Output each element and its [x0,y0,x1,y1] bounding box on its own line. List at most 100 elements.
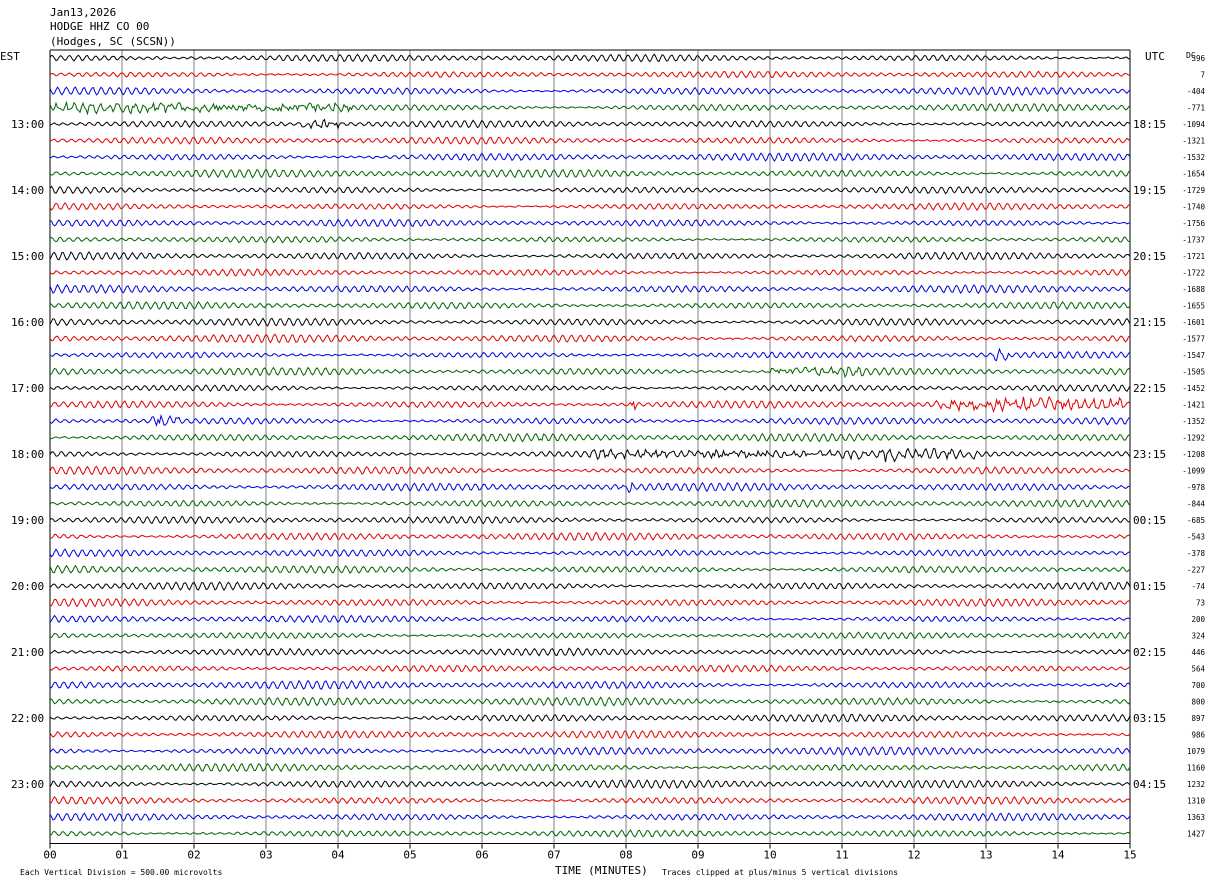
dc-offset-label: 897 [1191,714,1205,723]
dc-offset-label: -1208 [1182,450,1205,459]
trace-line [49,383,1131,393]
right-hour-label: 23:15 [1133,448,1166,461]
x-tick-label: 14 [1051,849,1065,862]
dc-offset-label: -1352 [1182,417,1205,426]
x-axis-title: TIME (MINUTES) [555,864,648,877]
dc-offset-label: -1601 [1182,318,1205,327]
dc-offset-label: 1363 [1187,813,1205,822]
trace-line [49,498,1131,509]
right-hour-label: 01:15 [1133,580,1166,593]
trace-line [49,283,1131,295]
time-grid [49,49,1131,849]
trace-line [49,730,1131,740]
trace-line [49,185,1131,195]
trace-line [49,432,1131,443]
dc-offset-label: -404 [1187,87,1206,96]
dc-offset-label: -1099 [1182,467,1205,476]
trace-line [49,251,1131,261]
x-tick-label: 02 [187,849,200,862]
trace-line [49,300,1131,310]
left-timezone-label: EST [0,50,20,63]
right-hour-label: 00:15 [1133,514,1166,527]
left-hour-label: 23:00 [11,778,44,791]
x-tick-label: 13 [979,849,992,862]
dc-offset-label: -1577 [1182,335,1205,344]
dc-offset-label: -1721 [1182,252,1205,261]
trace-line [49,829,1131,838]
dc-offset-label: 200 [1191,615,1205,624]
left-hour-label: 13:00 [11,118,44,131]
dc-offset-label: 1427 [1187,830,1205,839]
dc-offset-label: -685 [1187,516,1205,525]
dc-offset-label: -74 [1191,582,1205,591]
left-hour-label: 17:00 [11,382,44,395]
dc-offset-label: 7 [1200,71,1205,80]
dc-offset-label: -1452 [1182,384,1205,393]
dc-offset-label: -978 [1187,483,1206,492]
header-date: Jan13,2026 [50,6,116,19]
trace-line [49,812,1131,822]
dc-offset-label: 396 [1191,54,1205,63]
x-tick-label: 06 [475,849,488,862]
trace-line [49,413,1131,427]
dc-offset-label: -1654 [1182,170,1205,179]
left-hour-label: 18:00 [11,448,44,461]
dc-offset-label: 1310 [1187,797,1206,806]
trace-line [49,395,1131,414]
left-hour-label: 19:00 [11,514,44,527]
dc-offset-label: 324 [1191,632,1205,641]
dc-offset-label: 564 [1191,665,1205,674]
left-hour-label: 22:00 [11,712,44,725]
x-tick-label: 09 [691,849,704,862]
left-hour-label: 15:00 [11,250,44,263]
trace-line [49,515,1131,525]
dc-offset-label: -1655 [1182,302,1205,311]
trace-line [49,664,1131,673]
x-tick-label: 03 [259,849,272,862]
dc-offset-label: -378 [1187,549,1206,558]
x-tick-label: 07 [547,849,560,862]
dc-offset-label: -1321 [1182,137,1205,146]
dc-offset-label: 446 [1191,648,1205,657]
trace-line [49,631,1131,640]
trace-line [49,779,1131,789]
trace-line [49,447,1131,463]
right-hour-label: 02:15 [1133,646,1166,659]
dc-offset-label: -1737 [1182,236,1205,245]
axis-labels: 00 01 02 03 04 05 06 07 08 09 10 11 12 13 14 15 396 7 -404… [11,54,1205,862]
dc-offset-label: -844 [1187,500,1206,509]
footer-scale-note: Each Vertical Division = 500.00 microvol… [20,868,222,877]
right-hour-label: 18:15 [1133,118,1166,131]
trace-line [49,647,1131,657]
dc-offset-label: -1532 [1182,153,1205,162]
x-tick-label: 04 [331,849,345,862]
dc-offset-label: 986 [1191,731,1205,740]
right-hour-label: 03:15 [1133,712,1166,725]
trace-line [49,136,1131,146]
dc-offset-label: 800 [1191,698,1205,707]
trace-line [49,70,1131,79]
header-location: (Hodges, SC (SCSN)) [50,35,176,48]
right-hour-label: 20:15 [1133,250,1166,263]
dc-offset-label: -1292 [1182,434,1205,443]
x-tick-label: 12 [907,849,920,862]
seismic-traces [49,53,1131,838]
trace-line [49,465,1131,476]
dc-offset-label: 700 [1191,681,1205,690]
x-tick-label: 08 [619,849,632,862]
trace-line [49,581,1131,592]
trace-line [49,597,1131,608]
dc-offset-label: 1079 [1187,747,1205,756]
x-tick-label: 11 [835,849,848,862]
dc-offset-label: -1729 [1182,186,1205,195]
dc-offset-label: -1094 [1182,120,1205,129]
trace-line [49,333,1131,344]
trace-line [49,118,1131,130]
trace-line [49,746,1131,757]
trace-line [49,152,1131,163]
dc-offset-label: -1421 [1182,401,1205,410]
trace-line [49,235,1131,244]
left-hour-label: 20:00 [11,580,44,593]
